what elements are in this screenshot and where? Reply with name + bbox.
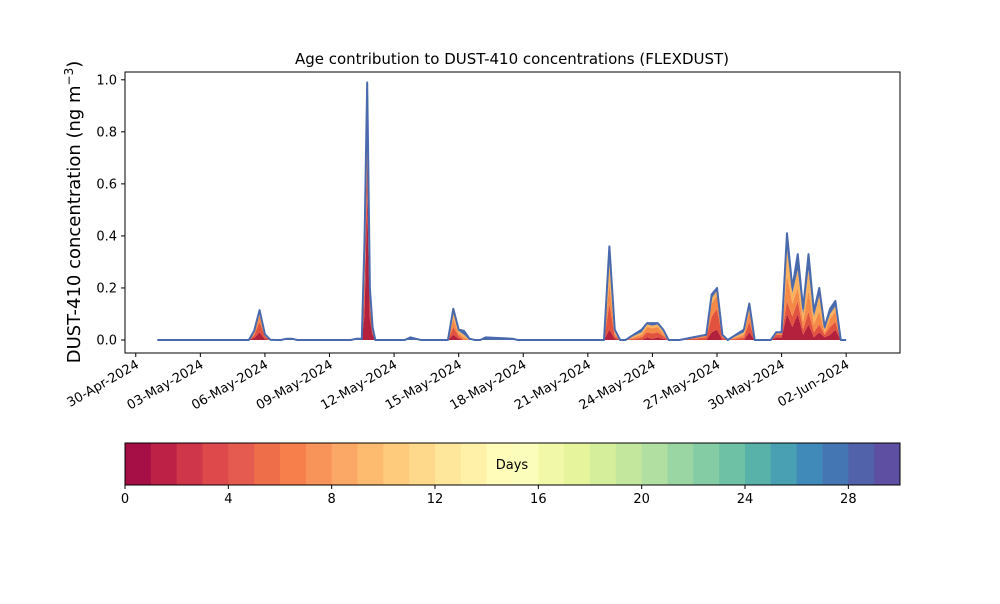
colorbar-segment: [693, 443, 720, 485]
colorbar-segment: [125, 443, 152, 485]
y-tick-label: 0.6: [96, 177, 117, 192]
x-tick-label: 02-Jun-2024: [775, 357, 852, 410]
colorbar-segment: [409, 443, 436, 485]
colorbar-tick-label: 0: [121, 492, 129, 507]
colorbar: 0 4 8 12 16 20 24 28: [121, 442, 901, 507]
colorbar-segment: [228, 443, 255, 485]
colorbar-segment: [254, 443, 281, 485]
colorbar-segment: [357, 443, 384, 485]
total-line: [157, 81, 847, 341]
colorbar-segment: [460, 443, 488, 485]
colorbar-segment: [719, 443, 746, 485]
colorbar-segment: [435, 443, 462, 485]
age-areas: [157, 81, 847, 341]
colorbar-segment: [512, 443, 539, 485]
colorbar-segment: [538, 443, 565, 485]
colorbar-segment: [280, 443, 307, 485]
y-tick-label: 0.2: [96, 281, 117, 296]
colorbar-segment: [486, 443, 513, 485]
colorbar-segment: [331, 443, 358, 485]
x-axis: 30-Apr-202403-May-202406-May-202409-May-…: [65, 353, 852, 413]
colorbar-tick-label: 20: [633, 492, 650, 507]
colorbar-segment: [590, 443, 617, 485]
y-tick-label: 0.0: [96, 333, 117, 348]
y-tick-label: 0.8: [96, 125, 117, 140]
colorbar-label: Days: [496, 458, 529, 473]
colorbar-segment: [615, 443, 643, 485]
colorbar-segment: [305, 443, 333, 485]
colorbar-segment: [874, 443, 901, 485]
age-band-area-3: [157, 100, 847, 340]
chart-title: Age contribution to DUST-410 concentrati…: [295, 50, 729, 68]
colorbar-tick-label: 28: [840, 492, 857, 507]
plot-frame: [124, 71, 901, 354]
y-axis-label: DUST-410 concentration (ng m−3): [62, 61, 85, 364]
colorbar-segment: [796, 443, 823, 485]
colorbar-segment: [745, 443, 772, 485]
colorbar-segment: [822, 443, 849, 485]
colorbar-segment: [202, 443, 229, 485]
age-band-area-2: [157, 126, 847, 340]
age-band-area-4: [157, 82, 847, 340]
y-tick-label: 0.4: [96, 229, 117, 244]
colorbar-tick-label: 4: [224, 492, 232, 507]
colorbar-segment: [176, 443, 203, 485]
colorbar-tick-label: 24: [737, 492, 754, 507]
colorbar-segment: [848, 443, 875, 485]
colorbar-segment: [770, 443, 798, 485]
colorbar-segment: [641, 443, 668, 485]
colorbar-segment: [150, 443, 178, 485]
colorbar-segment: [564, 443, 591, 485]
colorbar-tick-label: 12: [427, 492, 444, 507]
colorbar-frame: [124, 442, 901, 486]
y-tick-label: 1.0: [96, 73, 117, 88]
y-axis: 0.0 0.2 0.4 0.6 0.8 1.0: [96, 73, 125, 348]
colorbar-segment: [383, 443, 410, 485]
colorbar-tick-label: 16: [530, 492, 547, 507]
colorbar-segment: [667, 443, 694, 485]
colorbar-tick-label: 8: [328, 492, 336, 507]
